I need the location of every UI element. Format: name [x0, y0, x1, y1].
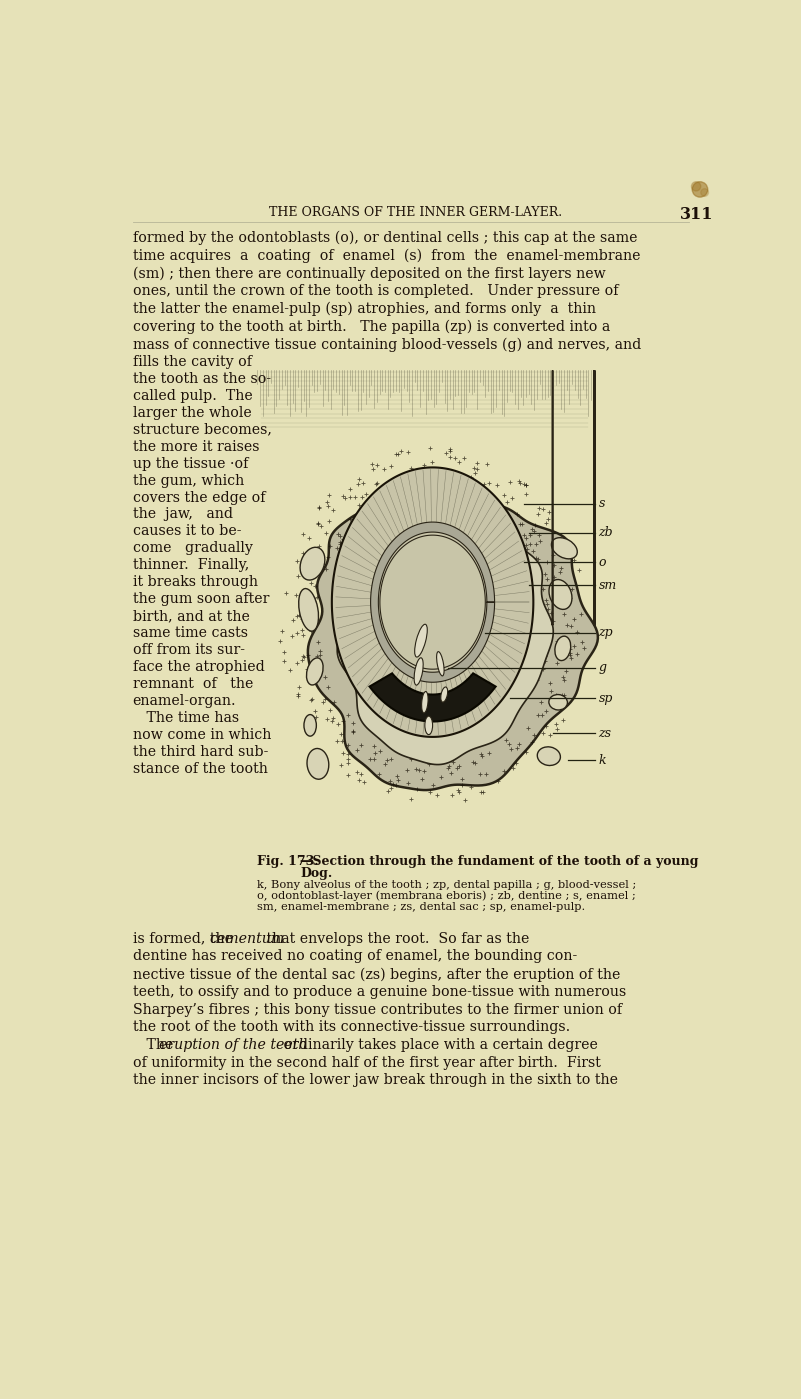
Text: ones, until the crown of the tooth is completed.   Under pressure of: ones, until the crown of the tooth is co…: [133, 284, 618, 298]
Text: the third hard sub-: the third hard sub-: [133, 744, 268, 758]
Text: thinner.  Finally,: thinner. Finally,: [133, 558, 249, 572]
Text: covers the edge of: covers the edge of: [133, 491, 265, 505]
Circle shape: [692, 182, 708, 197]
Text: covering to the tooth at birth.   The papilla (zp) is converted into a: covering to the tooth at birth. The papi…: [133, 319, 610, 334]
Polygon shape: [369, 673, 496, 722]
Text: ordinarily takes place with a certain degree: ordinarily takes place with a certain de…: [280, 1038, 598, 1052]
Text: causes it to be-: causes it to be-: [133, 525, 241, 539]
Text: is formed, the: is formed, the: [133, 932, 237, 946]
Text: 311: 311: [680, 207, 714, 224]
Text: that envelops the root.  So far as the: that envelops the root. So far as the: [262, 932, 529, 946]
Polygon shape: [332, 467, 533, 737]
Text: enamel-organ.: enamel-organ.: [133, 694, 236, 708]
Text: eruption of the teeth: eruption of the teeth: [159, 1038, 308, 1052]
Text: The time has: The time has: [133, 711, 239, 725]
Ellipse shape: [551, 537, 578, 558]
Text: dentine has received no coating of enamel, the bounding con-: dentine has received no coating of ename…: [133, 950, 577, 964]
Ellipse shape: [537, 747, 561, 765]
Text: sp: sp: [598, 693, 613, 705]
Circle shape: [691, 182, 701, 192]
Text: fills the cavity of: fills the cavity of: [133, 355, 252, 369]
Text: it breaks through: it breaks through: [133, 575, 258, 589]
Text: The: The: [133, 1038, 178, 1052]
Text: zb: zb: [598, 526, 613, 540]
Text: formed by the odontoblasts (o), or dentinal cells ; this cap at the same: formed by the odontoblasts (o), or denti…: [133, 231, 637, 245]
Text: stance of the tooth: stance of the tooth: [133, 761, 268, 775]
Text: up the tissue ·of: up the tissue ·of: [133, 456, 248, 470]
Text: larger the whole: larger the whole: [133, 406, 252, 420]
Text: g: g: [598, 662, 606, 674]
Ellipse shape: [307, 748, 328, 779]
Text: the tooth as the so-: the tooth as the so-: [133, 372, 271, 386]
Text: o: o: [598, 555, 606, 568]
Circle shape: [701, 189, 709, 196]
Text: zp: zp: [598, 627, 613, 639]
Text: remnant  of   the: remnant of the: [133, 677, 253, 691]
Text: the gum, which: the gum, which: [133, 474, 244, 488]
Text: the gum soon after: the gum soon after: [133, 592, 269, 606]
Text: teeth, to ossify and to produce a genuine bone-tissue with numerous: teeth, to ossify and to produce a genuin…: [133, 985, 626, 999]
Text: Dog.: Dog.: [300, 867, 332, 880]
Text: now come in which: now come in which: [133, 727, 271, 741]
Text: s: s: [598, 497, 605, 511]
Text: the latter the enamel-pulp (sp) atrophies, and forms only  a  thin: the latter the enamel-pulp (sp) atrophie…: [133, 302, 596, 316]
Polygon shape: [380, 536, 485, 669]
Text: sm: sm: [598, 579, 617, 592]
Text: Sharpey’s fibres ; this bony tissue contributes to the firmer union of: Sharpey’s fibres ; this bony tissue cont…: [133, 1003, 622, 1017]
Ellipse shape: [421, 691, 428, 713]
Text: k: k: [598, 754, 606, 767]
Polygon shape: [371, 522, 494, 683]
Text: nective tissue of the dental sac (zs) begins, after the eruption of the: nective tissue of the dental sac (zs) be…: [133, 967, 620, 982]
Ellipse shape: [555, 637, 571, 660]
Text: k, Bony alveolus of the tooth ; zp, dental papilla ; g, blood-vessel ;: k, Bony alveolus of the tooth ; zp, dent…: [257, 880, 637, 890]
Ellipse shape: [549, 579, 572, 610]
Text: Fig. 173.: Fig. 173.: [257, 856, 319, 869]
Text: the root of the tooth with its connective-tissue surroundings.: the root of the tooth with its connectiv…: [133, 1020, 570, 1034]
Polygon shape: [308, 371, 598, 790]
Ellipse shape: [414, 658, 423, 686]
Text: structure becomes,: structure becomes,: [133, 422, 272, 436]
Text: THE ORGANS OF THE INNER GERM-LAYER.: THE ORGANS OF THE INNER GERM-LAYER.: [269, 207, 562, 220]
Ellipse shape: [300, 547, 325, 581]
Text: same time casts: same time casts: [133, 625, 248, 639]
Text: cementum: cementum: [209, 932, 284, 946]
Text: sm, enamel-membrane ; zs, dental sac ; sp, enamel-pulp.: sm, enamel-membrane ; zs, dental sac ; s…: [257, 902, 586, 912]
Text: time acquires  a  coating  of  enamel  (s)  from  the  enamel-membrane: time acquires a coating of enamel (s) fr…: [133, 249, 640, 263]
Ellipse shape: [425, 716, 433, 734]
Ellipse shape: [307, 658, 323, 686]
Text: birth, and at the: birth, and at the: [133, 609, 250, 623]
Text: face the atrophied: face the atrophied: [133, 660, 264, 674]
Text: mass of connective tissue containing blood-vessels (g) and nerves, and: mass of connective tissue containing blo…: [133, 337, 641, 351]
Ellipse shape: [299, 589, 319, 631]
Text: —Section through the fundament of the tooth of a young: —Section through the fundament of the to…: [300, 856, 698, 869]
Text: the inner incisors of the lower jaw break through in the sixth to the: the inner incisors of the lower jaw brea…: [133, 1073, 618, 1087]
Ellipse shape: [437, 652, 444, 676]
Ellipse shape: [415, 624, 427, 658]
Ellipse shape: [304, 715, 316, 736]
Text: come   gradually: come gradually: [133, 541, 252, 555]
Text: the more it raises: the more it raises: [133, 439, 260, 453]
Ellipse shape: [549, 694, 567, 709]
Text: zs: zs: [598, 726, 611, 740]
Text: the  jaw,   and: the jaw, and: [133, 508, 232, 522]
Text: off from its sur-: off from its sur-: [133, 644, 244, 658]
Polygon shape: [337, 371, 553, 765]
Text: o, odontoblast-layer (membrana eboris) ; zb, dentine ; s, enamel ;: o, odontoblast-layer (membrana eboris) ;…: [257, 891, 636, 901]
Ellipse shape: [441, 687, 448, 702]
Text: (sm) ; then there are continually deposited on the first layers new: (sm) ; then there are continually deposi…: [133, 266, 606, 281]
Text: called pulp.  The: called pulp. The: [133, 389, 252, 403]
Text: of uniformity in the second half of the first year after birth.  First: of uniformity in the second half of the …: [133, 1056, 601, 1070]
